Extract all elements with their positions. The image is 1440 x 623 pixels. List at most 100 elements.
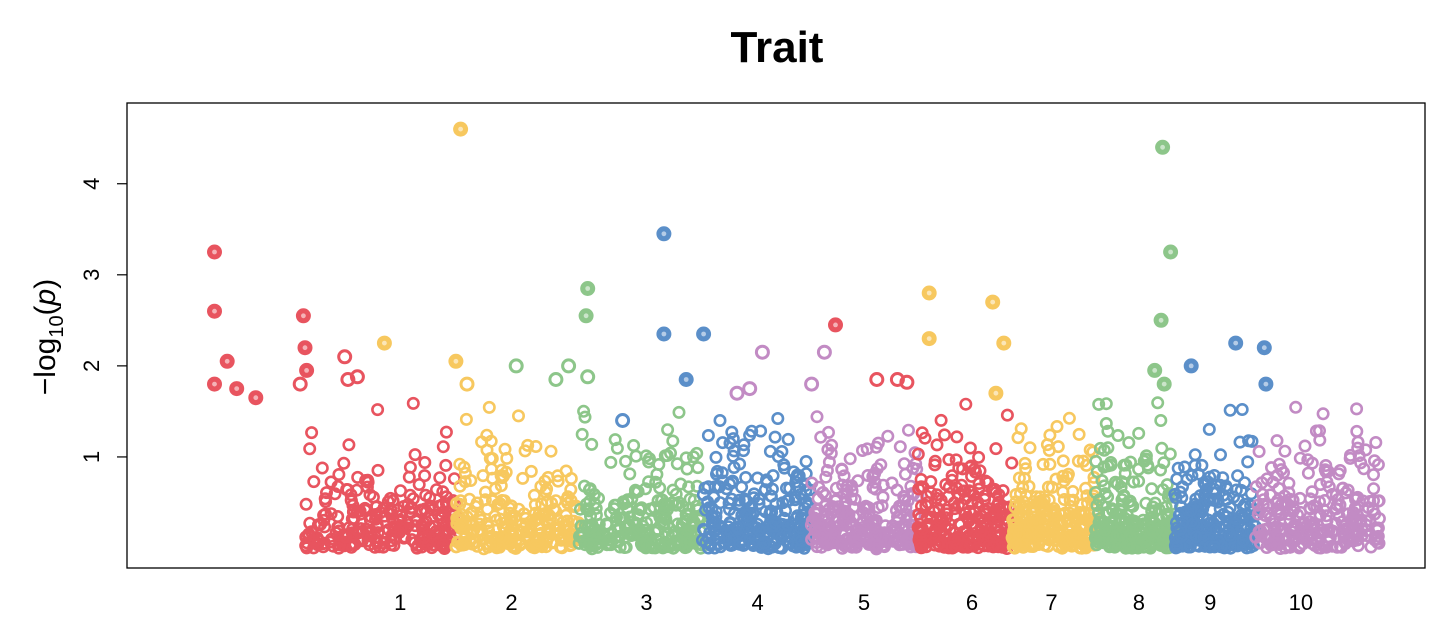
point-chr6	[930, 438, 944, 452]
point-chr9	[1236, 533, 1250, 547]
point-chr8	[1105, 502, 1119, 516]
y-tick-label-4: 4	[79, 178, 104, 190]
point-chr10	[1272, 537, 1286, 551]
point-chr5	[861, 500, 875, 514]
point-chr4	[719, 532, 733, 546]
point-chr2	[496, 469, 510, 483]
point-chr4	[789, 511, 803, 525]
peak-point-center-chr1	[212, 308, 217, 314]
y-axis: 1 2 3 4	[79, 178, 127, 463]
point-chr10	[1272, 457, 1286, 471]
peak-point-chr6	[869, 372, 885, 387]
point-chr2	[524, 464, 538, 478]
point-chr3	[690, 446, 704, 460]
plot-frame	[126, 102, 1426, 569]
peak-point-center-chr8	[1152, 368, 1158, 373]
point-chr10	[1278, 444, 1292, 458]
point-chr10	[1357, 462, 1371, 476]
point-chr5	[851, 474, 865, 488]
point-chr3	[657, 506, 671, 520]
point-chr6	[914, 538, 928, 552]
point-chr4	[754, 424, 768, 438]
point-chr7	[1023, 441, 1037, 455]
point-chr4	[750, 471, 764, 485]
peak-point-center-chr2	[382, 340, 387, 346]
point-chr5	[822, 521, 836, 535]
point-chr10	[1305, 456, 1319, 470]
peak-point-chr5	[729, 385, 745, 401]
point-chr1	[369, 534, 383, 548]
point-chr1	[411, 538, 425, 552]
point-chr4	[736, 444, 750, 458]
point-chr10	[1298, 439, 1312, 453]
peak-point-chr3	[561, 358, 577, 374]
point-chr1	[408, 519, 422, 533]
point-chr4	[722, 502, 736, 516]
peak-point-center-chr7	[926, 336, 932, 341]
point-chr10	[1293, 491, 1307, 505]
chromosome-label-8: 8	[1133, 590, 1145, 615]
point-chr4	[747, 491, 761, 505]
point-chr8	[1127, 475, 1141, 489]
point-chr6	[911, 447, 925, 461]
point-chr2	[511, 409, 525, 423]
point-chr9	[1209, 523, 1223, 537]
point-chr3	[629, 449, 643, 463]
point-chr3	[619, 540, 633, 554]
peak-point-center-chr4	[661, 331, 667, 337]
point-chr1	[393, 484, 407, 498]
point-chr6	[914, 480, 928, 494]
chromosome-label-2: 2	[505, 590, 517, 615]
point-chr6	[986, 540, 1000, 554]
point-chr6	[963, 441, 977, 455]
point-chr6	[996, 499, 1010, 513]
point-chr1	[418, 469, 432, 483]
point-chr10	[1283, 492, 1297, 506]
point-chr7	[1014, 422, 1028, 436]
svg-text:−log10(p): −log10(p)	[29, 279, 68, 396]
point-chr6	[959, 397, 973, 411]
point-chr1	[436, 440, 450, 454]
point-chr3	[645, 536, 659, 550]
point-chr1	[368, 512, 382, 526]
point-chr10	[1252, 444, 1266, 458]
point-chr1	[300, 541, 314, 555]
peak-point-chr6	[889, 372, 905, 387]
point-chr8	[1155, 441, 1169, 455]
peak-point-center-chr1	[224, 358, 230, 364]
point-chr5	[876, 490, 890, 504]
point-chr2	[474, 524, 488, 538]
point-chr2	[450, 517, 464, 531]
point-chr3	[591, 491, 605, 505]
ylabel-var: p	[29, 289, 62, 307]
point-chr6	[948, 508, 962, 522]
point-chr8	[1160, 478, 1174, 492]
point-chr8	[1157, 456, 1171, 470]
peak-point-center-chr8	[1158, 317, 1164, 323]
point-chr4	[738, 508, 752, 522]
point-chr10	[1371, 458, 1385, 472]
chromosome-labels: 1 2 3 4 5 6 7 8 9 10	[394, 590, 1313, 615]
point-chr2	[449, 540, 463, 554]
point-chr10	[1330, 498, 1344, 512]
point-chr3	[666, 483, 680, 497]
point-chr3	[666, 434, 680, 448]
point-chr2	[452, 509, 466, 523]
point-chr4	[715, 466, 729, 480]
point-chr10	[1307, 499, 1321, 513]
point-chr10	[1287, 520, 1301, 534]
point-chr1	[363, 488, 377, 502]
point-chr4	[737, 438, 751, 452]
point-chr8	[1113, 528, 1127, 542]
point-chr10	[1354, 513, 1368, 527]
peak-point-center-chr7	[990, 299, 996, 305]
point-chr8	[1122, 436, 1136, 450]
point-chr10	[1310, 533, 1324, 547]
point-chr3	[686, 514, 700, 528]
point-chr10	[1359, 443, 1373, 457]
point-chr10	[1305, 485, 1319, 499]
peak-point-center-chr2	[453, 358, 459, 364]
point-chr6	[954, 518, 968, 532]
point-chr7	[1051, 440, 1065, 454]
point-chr5	[845, 484, 859, 498]
